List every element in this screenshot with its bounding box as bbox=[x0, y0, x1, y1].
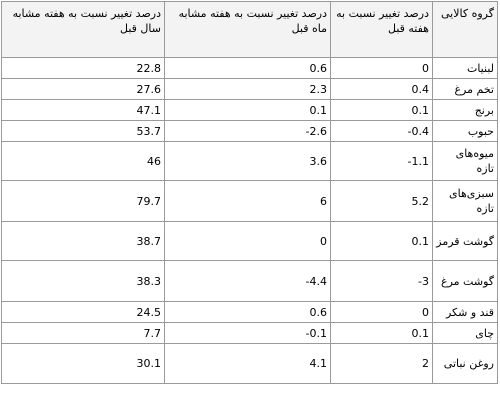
year-change-cell: 46 bbox=[1, 141, 165, 181]
month-change-cell: 3.6 bbox=[164, 141, 331, 181]
commodity-group-cell: میوه‌های تازه bbox=[432, 141, 498, 181]
table-row: 38.7 0 0.1 گوشت قرمز bbox=[1, 221, 498, 261]
week-change-cell: 0 bbox=[330, 301, 433, 323]
month-change-cell: -0.1 bbox=[164, 322, 331, 344]
header-year-change: درصد تغییر نسبت به هفته مشابه سال قبل bbox=[1, 1, 165, 58]
week-change-cell: -0.4 bbox=[330, 120, 433, 142]
header-row: درصد تغییر نسبت به هفته مشابه سال قبل در… bbox=[1, 1, 498, 58]
table-body: درصد تغییر نسبت به هفته مشابه سال قبل در… bbox=[1, 1, 498, 384]
week-change-cell: 5.2 bbox=[330, 180, 433, 222]
year-change-cell: 38.7 bbox=[1, 221, 165, 261]
year-change-cell: 47.1 bbox=[1, 99, 165, 121]
table-row: 27.6 2.3 0.4 تخم مرغ bbox=[1, 78, 498, 100]
table-row: 47.1 0.1 0.1 برنج bbox=[1, 99, 498, 121]
table-row: 7.7 -0.1 0.1 چای bbox=[1, 322, 498, 344]
year-change-cell: 7.7 bbox=[1, 322, 165, 344]
year-change-cell: 53.7 bbox=[1, 120, 165, 142]
price-change-table: درصد تغییر نسبت به هفته مشابه سال قبل در… bbox=[1, 1, 498, 384]
header-month-change: درصد تغییر نسبت به هفته مشابه ماه قبل bbox=[164, 1, 331, 58]
week-change-cell: 0.1 bbox=[330, 99, 433, 121]
year-change-cell: 38.3 bbox=[1, 260, 165, 302]
week-change-cell: 0.1 bbox=[330, 322, 433, 344]
week-change-cell: 0 bbox=[330, 57, 433, 79]
commodity-group-cell: گوشت مرغ bbox=[432, 260, 498, 302]
month-change-cell: 4.1 bbox=[164, 343, 331, 384]
commodity-group-cell: گوشت قرمز bbox=[432, 221, 498, 261]
commodity-group-cell: تخم مرغ bbox=[432, 78, 498, 100]
table-row: 53.7 -2.6 -0.4 حبوب bbox=[1, 120, 498, 142]
commodity-group-cell: قند و شکر bbox=[432, 301, 498, 323]
commodity-group-cell: برنج bbox=[432, 99, 498, 121]
month-change-cell: 2.3 bbox=[164, 78, 331, 100]
month-change-cell: 0.6 bbox=[164, 57, 331, 79]
table-row: 46 3.6 -1.1 میوه‌های تازه bbox=[1, 141, 498, 181]
commodity-group-cell: سبزی‌های تازه bbox=[432, 180, 498, 222]
year-change-cell: 79.7 bbox=[1, 180, 165, 222]
table-row: 30.1 4.1 2 روغن نباتی bbox=[1, 343, 498, 384]
year-change-cell: 24.5 bbox=[1, 301, 165, 323]
month-change-cell: 0.6 bbox=[164, 301, 331, 323]
week-change-cell: 0.4 bbox=[330, 78, 433, 100]
year-change-cell: 27.6 bbox=[1, 78, 165, 100]
table-row: 79.7 6 5.2 سبزی‌های تازه bbox=[1, 180, 498, 222]
month-change-cell: 0 bbox=[164, 221, 331, 261]
commodity-group-cell: روغن نباتی bbox=[432, 343, 498, 384]
commodity-group-cell: حبوب bbox=[432, 120, 498, 142]
month-change-cell: 0.1 bbox=[164, 99, 331, 121]
header-week-change: درصد تغییر نسبت به هفته قبل bbox=[330, 1, 433, 58]
week-change-cell: 0.1 bbox=[330, 221, 433, 261]
year-change-cell: 30.1 bbox=[1, 343, 165, 384]
week-change-cell: -3 bbox=[330, 260, 433, 302]
table-row: 38.3 -4.4 -3 گوشت مرغ bbox=[1, 260, 498, 302]
price-change-table-container: درصد تغییر نسبت به هفته مشابه سال قبل در… bbox=[1, 1, 498, 384]
month-change-cell: 6 bbox=[164, 180, 331, 222]
week-change-cell: -1.1 bbox=[330, 141, 433, 181]
commodity-group-cell: لبنیات bbox=[432, 57, 498, 79]
header-commodity-group: گروه کالایی bbox=[432, 1, 498, 58]
month-change-cell: -4.4 bbox=[164, 260, 331, 302]
table-row: 22.8 0.6 0 لبنیات bbox=[1, 57, 498, 79]
month-change-cell: -2.6 bbox=[164, 120, 331, 142]
commodity-group-cell: چای bbox=[432, 322, 498, 344]
year-change-cell: 22.8 bbox=[1, 57, 165, 79]
table-row: 24.5 0.6 0 قند و شکر bbox=[1, 301, 498, 323]
week-change-cell: 2 bbox=[330, 343, 433, 384]
